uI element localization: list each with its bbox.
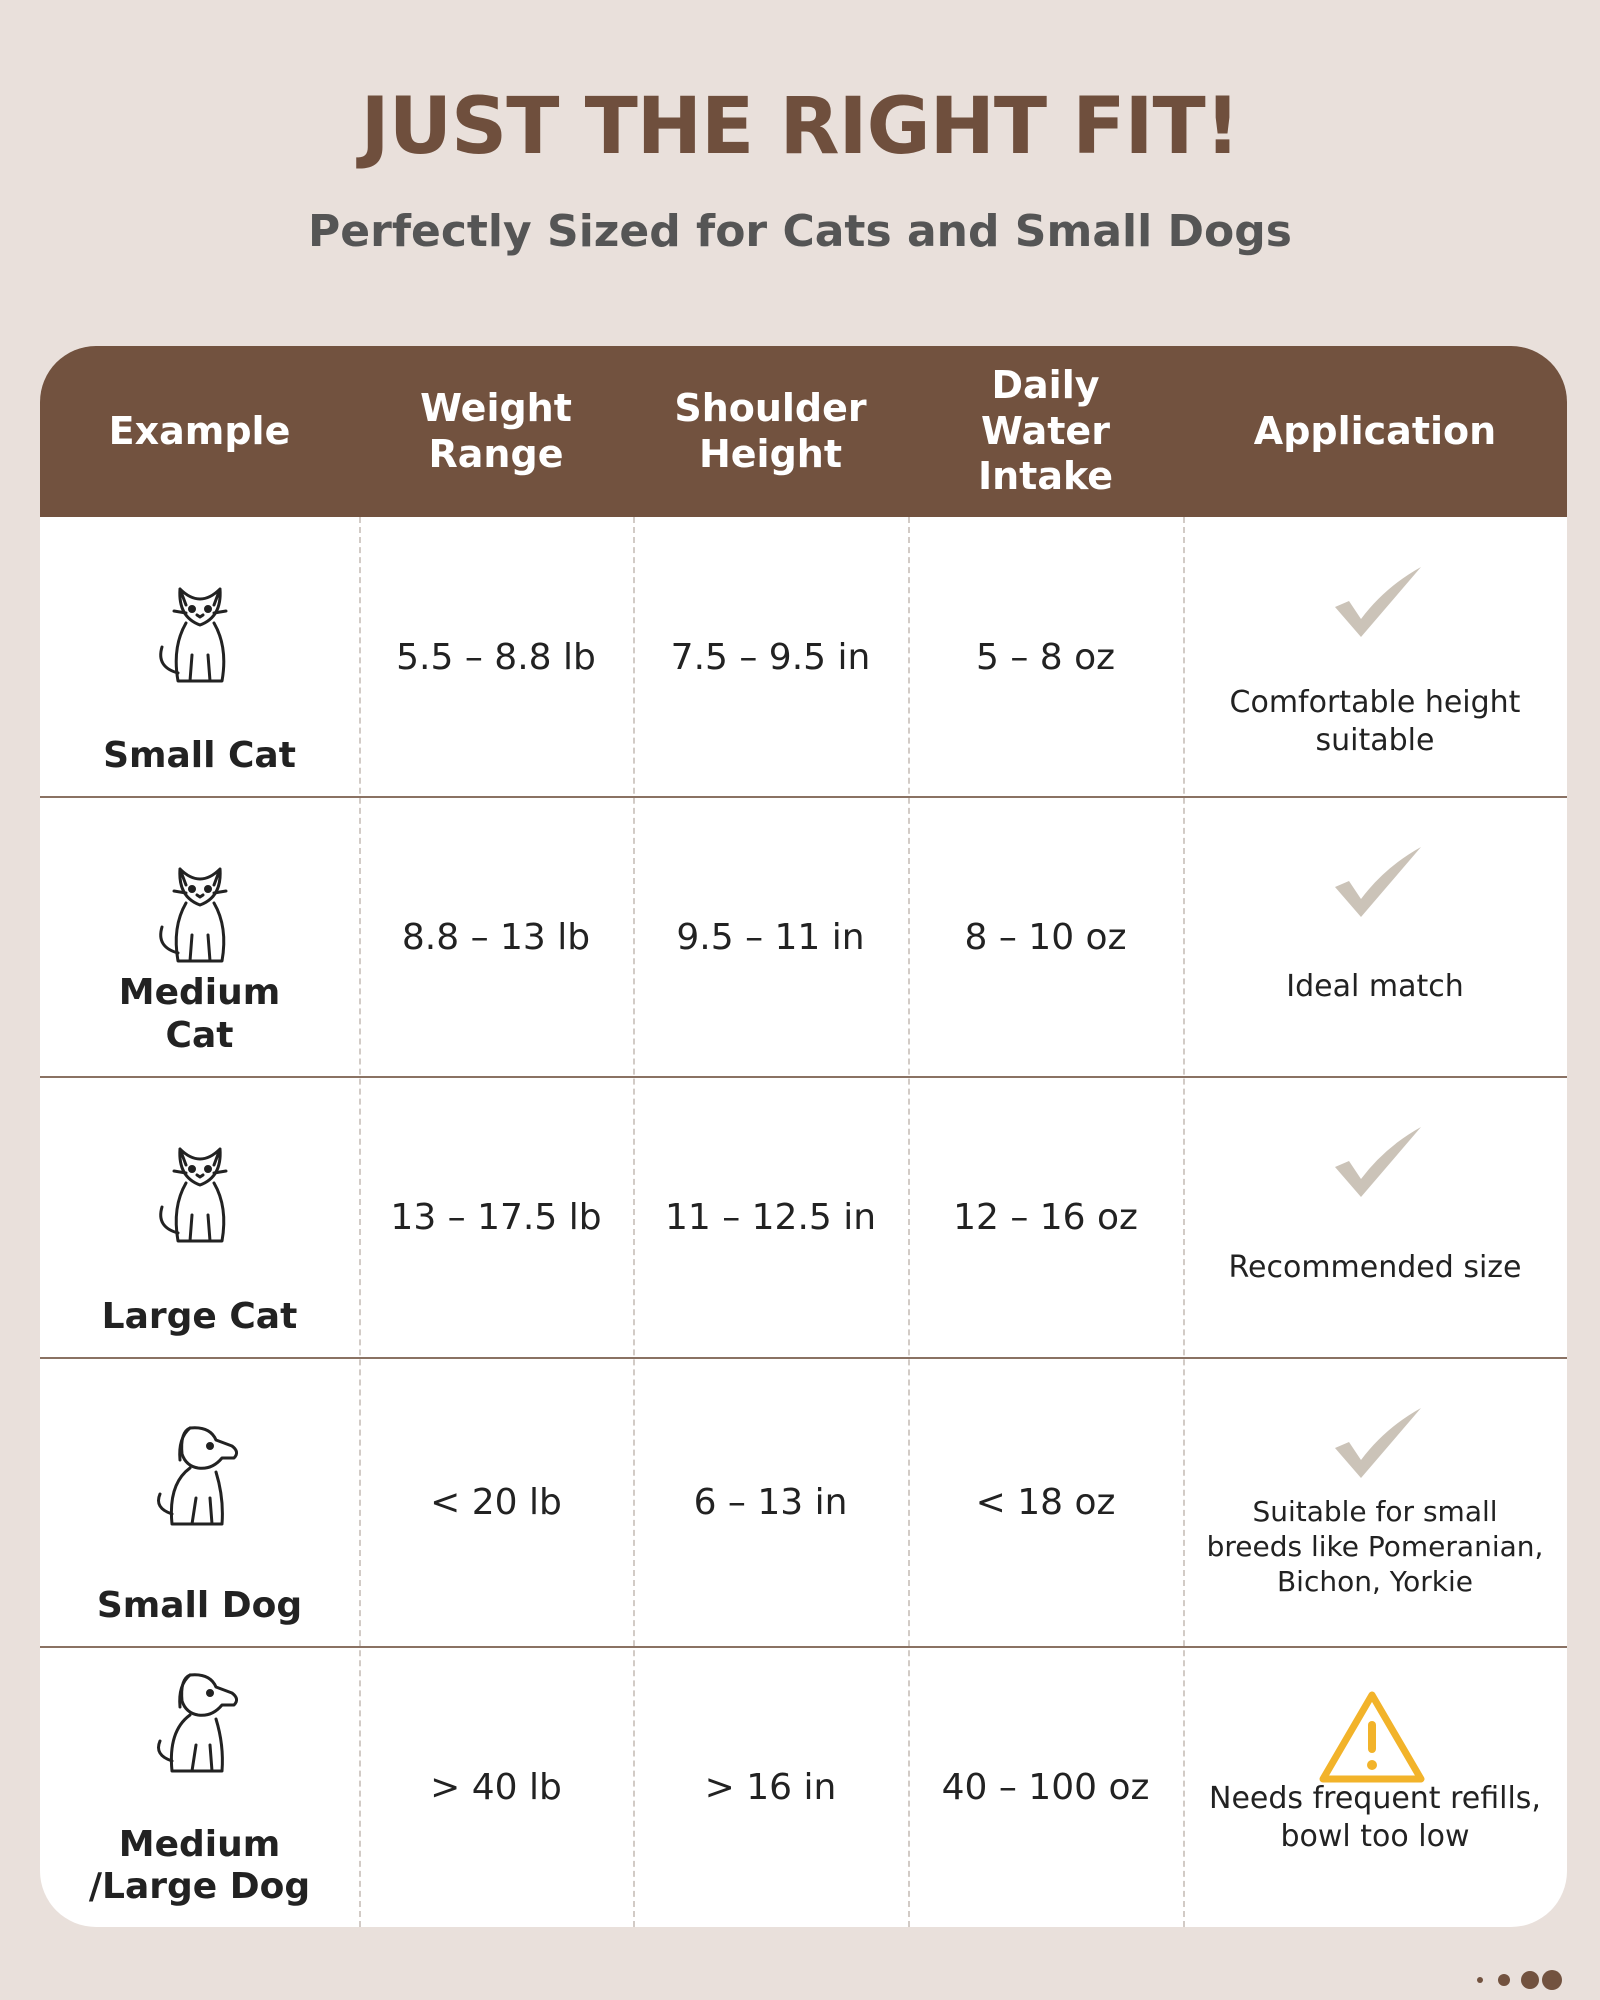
value-cell: 8 – 10 oz (964, 916, 1127, 958)
cat-icon (159, 1147, 228, 1243)
row-divider (40, 1076, 1567, 1078)
check-icon (1335, 1408, 1421, 1478)
application-text: Needs frequent refills, bowl too low (1209, 1781, 1541, 1854)
row-divider (40, 1646, 1567, 1648)
example-label: Medium /Large Dog (88, 1824, 311, 1907)
row-divider (40, 796, 1567, 798)
value-cell: > 16 in (704, 1766, 837, 1808)
value-cell: < 20 lb (430, 1482, 562, 1523)
example-label: Small Dog (96, 1584, 303, 1626)
cat-icon (159, 867, 228, 963)
example-label: Large Cat (101, 1295, 298, 1337)
size-table: Example Weight Range Shoulder Height Daily … (40, 346, 1567, 1927)
warning-icon (1319, 1691, 1425, 1783)
column-divider (1183, 517, 1185, 1927)
cat-icon (159, 587, 228, 683)
value-cell: 13 – 17.5 lb (390, 1197, 602, 1238)
value-cell: 8.8 – 13 lb (401, 916, 591, 958)
check-icon (1335, 1127, 1421, 1197)
value-cell: 11 – 12.5 in (664, 1197, 877, 1238)
value-cell: 7.5 – 9.5 in (670, 636, 871, 678)
column-header: Application (1253, 408, 1497, 453)
value-cell: > 40 lb (430, 1766, 562, 1808)
application-text: Suitable for small breeds like Pomerania… (1206, 1495, 1544, 1598)
value-cell: 5.5 – 8.8 lb (396, 636, 596, 678)
value-cell: 12 – 16 oz (953, 1197, 1138, 1238)
column-divider (633, 517, 635, 1927)
value-cell: 9.5 – 11 in (676, 916, 865, 958)
application-text: Recommended size (1228, 1249, 1522, 1285)
application-text: Ideal match (1286, 968, 1464, 1004)
page-dots (1477, 1970, 1562, 1990)
value-cell: < 18 oz (975, 1482, 1116, 1523)
title: JUST THE RIGHT FIT! (360, 82, 1241, 172)
table-header (40, 346, 1567, 517)
value-cell: 6 – 13 in (693, 1482, 848, 1523)
column-header: Weight Range (420, 385, 572, 476)
column-divider (359, 517, 361, 1927)
check-icon (1335, 567, 1421, 637)
column-header: Example (108, 408, 291, 453)
column-header: Shoulder Height (674, 385, 867, 476)
application-text: Comfortable height suitable (1229, 685, 1521, 758)
example-label: Medium Cat (118, 971, 281, 1056)
dog-icon (157, 1426, 239, 1526)
value-cell: 5 – 8 oz (975, 636, 1116, 678)
check-icon (1335, 847, 1421, 917)
value-cell: 40 – 100 oz (941, 1766, 1150, 1808)
column-header: Daily Water Intake (977, 363, 1114, 499)
subtitle: Perfectly Sized for Cats and Small Dogs (308, 206, 1292, 257)
column-divider (908, 517, 910, 1927)
dog-icon (157, 1673, 239, 1773)
example-label: Small Cat (103, 734, 296, 776)
row-divider (40, 1357, 1567, 1359)
